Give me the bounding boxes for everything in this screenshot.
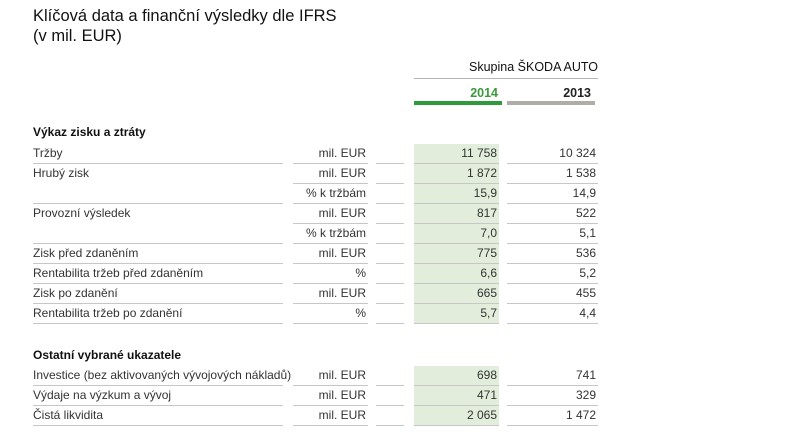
table-row: Zisk před zdaněním mil. EUR 775 536 [0, 244, 800, 264]
row-label: Investice (bez aktivovaných vývojových n… [33, 366, 291, 386]
value-2014: 5,7 [414, 304, 499, 324]
table-row: Rentabilita tržeb po zdanění % 5,7 4,4 [0, 304, 800, 324]
group-header-divider [414, 78, 598, 79]
year-current-bar [414, 101, 502, 105]
value-2014: 698 [414, 366, 499, 386]
section-title-income-statement: Výkaz zisku a ztráty [33, 125, 146, 139]
value-2013: 4,4 [507, 304, 598, 324]
row-spacer [376, 264, 404, 284]
value-2014: 665 [414, 284, 499, 304]
row-label: Hrubý zisk [33, 166, 90, 180]
value-2014: 6,6 [414, 264, 499, 284]
value-2013: 5,2 [507, 264, 598, 284]
row-spacer [376, 204, 404, 224]
report-title-line1: Klíčová data a finanční výsledky dle IFR… [33, 7, 337, 25]
row-unit: mil. EUR [293, 284, 368, 304]
row-unit: mil. EUR [293, 144, 368, 164]
value-2014: 7,0 [414, 224, 499, 244]
table-row: Rentabilita tržeb před zdaněním % 6,6 5,… [0, 264, 800, 284]
value-2014: 817 [414, 204, 499, 224]
table-row: % k tržbám 15,9 14,9 [0, 184, 800, 204]
report-title-line2: (v mil. EUR) [33, 27, 122, 45]
row-unit: % [293, 304, 368, 324]
row-spacer [376, 244, 404, 264]
section-title-other-indicators: Ostatní vybrané ukazatele [33, 348, 182, 362]
row-spacer [376, 144, 404, 164]
row-label: Zisk po zdanění [33, 284, 283, 304]
value-2014: 15,9 [414, 184, 499, 204]
table-row: Hrubý zisk mil. EUR 1 872 1 538 [0, 164, 800, 184]
highlight-column-2014 [414, 366, 499, 426]
row-unit: mil. EUR [293, 244, 368, 264]
row-label [33, 184, 283, 204]
value-2014: 775 [414, 244, 499, 264]
table-row: Zisk po zdanění mil. EUR 665 455 [0, 284, 800, 304]
table-row: Čistá likvidita mil. EUR 2 065 1 472 [0, 406, 800, 426]
value-2014: 2 065 [414, 406, 499, 426]
row-label: Tržby [33, 144, 283, 164]
highlight-column-2014 [414, 144, 499, 324]
row-spacer [376, 184, 404, 204]
row-label: Zisk před zdaněním [33, 244, 283, 264]
row-unit: mil. EUR [293, 366, 368, 386]
row-unit: mil. EUR [293, 204, 368, 224]
value-2013: 5,1 [507, 224, 598, 244]
row-label: Čistá likvidita [33, 406, 283, 426]
value-2014: 471 [414, 386, 499, 406]
year-previous-bar [507, 101, 595, 105]
value-2013: 741 [507, 366, 598, 386]
value-2013: 1 472 [507, 406, 598, 426]
row-unit: % [293, 264, 368, 284]
row-unit: mil. EUR [293, 386, 368, 406]
row-label: Rentabilita tržeb po zdanění [33, 304, 283, 324]
row-label: Výdaje na výzkum a vývoj [33, 386, 283, 406]
row-label: Rentabilita tržeb před zdaněním [33, 264, 283, 284]
row-unit: mil. EUR [293, 164, 368, 184]
row-spacer [376, 284, 404, 304]
table-row: Investice (bez aktivovaných vývojových n… [0, 366, 800, 386]
value-2013: 536 [507, 244, 598, 264]
table-row: Tržby mil. EUR 11 758 10 324 [0, 144, 800, 164]
value-2014: 1 872 [414, 164, 499, 184]
row-unit: % k tržbám [293, 224, 368, 244]
year-previous-header: 2013 [563, 86, 591, 100]
value-2013: 329 [507, 386, 598, 406]
value-2014: 11 758 [414, 144, 499, 164]
row-unit: mil. EUR [293, 406, 368, 426]
year-current-header: 2014 [470, 86, 498, 100]
table-row: % k tržbám 7,0 5,1 [0, 224, 800, 244]
row-spacer [376, 366, 404, 386]
value-2013: 10 324 [507, 144, 598, 164]
value-2013: 455 [507, 284, 598, 304]
table-row: Provozní výsledek mil. EUR 817 522 [0, 204, 800, 224]
value-2013: 14,9 [507, 184, 598, 204]
value-2013: 1 538 [507, 164, 598, 184]
row-spacer [376, 224, 404, 244]
row-spacer [376, 304, 404, 324]
table-row: Výdaje na výzkum a vývoj mil. EUR 471 32… [0, 386, 800, 406]
row-unit: % k tržbám [293, 184, 368, 204]
row-spacer [376, 406, 404, 426]
row-label [33, 224, 283, 244]
report-title: Klíčová data a finanční výsledky dle IFR… [33, 6, 337, 46]
row-label: Provozní výsledek [33, 206, 131, 220]
row-spacer [376, 164, 404, 184]
row-spacer [376, 386, 404, 406]
value-2013: 522 [507, 204, 598, 224]
group-header: Skupina ŠKODA AUTO [469, 60, 598, 74]
